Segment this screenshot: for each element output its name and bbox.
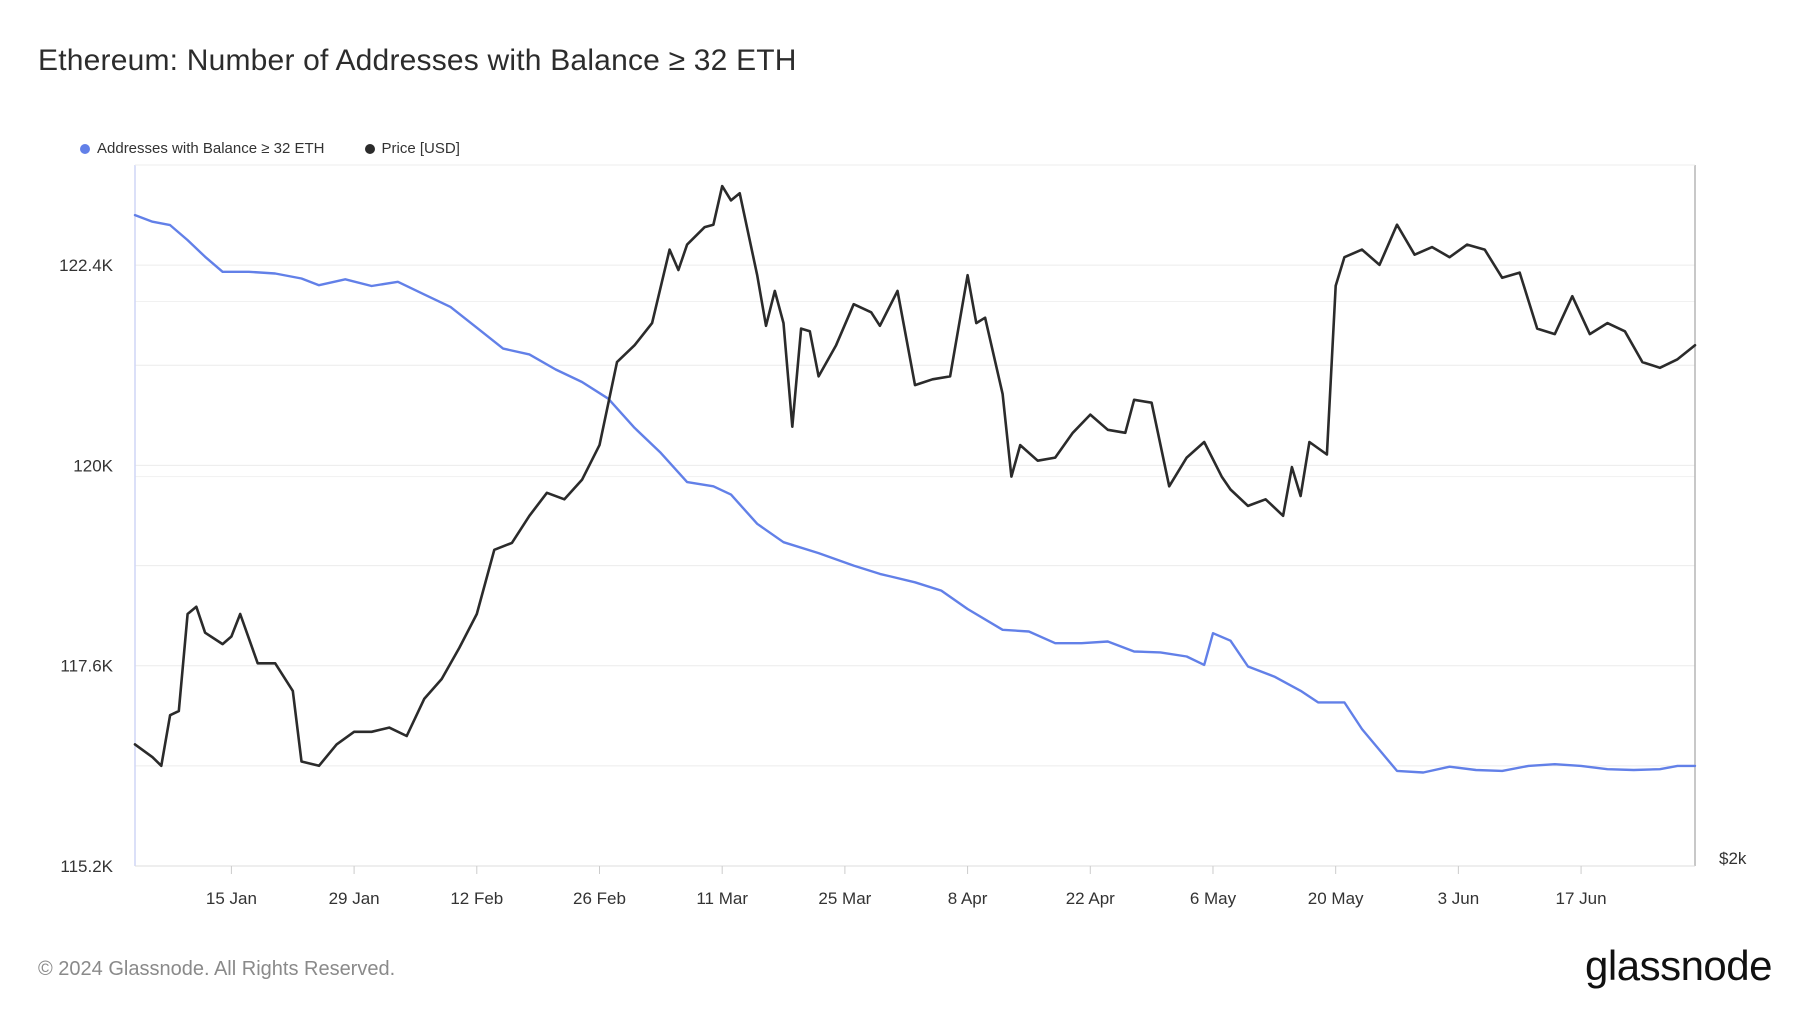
chart-title: Ethereum: Number of Addresses with Balan… bbox=[38, 44, 797, 77]
grid-lines bbox=[135, 164, 1695, 867]
legend-item-addresses[interactable]: Addresses with Balance ≥ 32 ETH bbox=[80, 140, 325, 157]
x-tick-label: 20 May bbox=[1308, 889, 1364, 908]
y-right-tick-label: $2k bbox=[1719, 849, 1747, 868]
series-lines bbox=[133, 184, 1697, 774]
legend-item-price[interactable]: Price [USD] bbox=[364, 140, 460, 157]
x-tick-label: 8 Apr bbox=[948, 889, 988, 908]
legend-label-addresses: Addresses with Balance ≥ 32 ETH bbox=[97, 140, 325, 157]
y-left-tick-label: 120K bbox=[73, 456, 113, 475]
x-tick-label: 25 Mar bbox=[818, 889, 871, 908]
glassnode-logo: glassnode bbox=[1585, 942, 1772, 989]
x-tick-label: 15 Jan bbox=[206, 889, 257, 908]
axes bbox=[134, 164, 1696, 874]
x-tick-label: 3 Jun bbox=[1438, 889, 1480, 908]
x-tick-label: 12 Feb bbox=[450, 889, 503, 908]
y-left-tick-label: 115.2K bbox=[60, 857, 113, 876]
series-line-price bbox=[133, 184, 1697, 768]
legend-marker-addresses bbox=[80, 143, 90, 154]
y-left-tick-label: 117.6K bbox=[60, 657, 113, 676]
x-tick-label: 29 Jan bbox=[329, 889, 380, 908]
chart-legend: Addresses with Balance ≥ 32 ETH Price [U… bbox=[80, 140, 460, 157]
tick-labels: 15 Jan 29 Jan 12 Feb 26 Feb 11 Mar 25 Mar 8 Ap… bbox=[59, 256, 1747, 908]
legend-label-price: Price [USD] bbox=[381, 140, 460, 157]
series-line-addresses bbox=[133, 213, 1697, 774]
legend-marker-price bbox=[364, 143, 375, 154]
x-tick-label: 11 Mar bbox=[696, 889, 748, 908]
x-tick-label: 26 Feb bbox=[573, 889, 626, 908]
x-tick-label: 22 Apr bbox=[1066, 889, 1115, 908]
x-tick-label: 17 Jun bbox=[1556, 889, 1607, 908]
y-left-tick-label: 122.4K bbox=[59, 256, 114, 275]
copyright-notice: © 2024 Glassnode. All Rights Reserved. bbox=[38, 958, 396, 980]
x-tick-label: 6 May bbox=[1190, 889, 1237, 908]
